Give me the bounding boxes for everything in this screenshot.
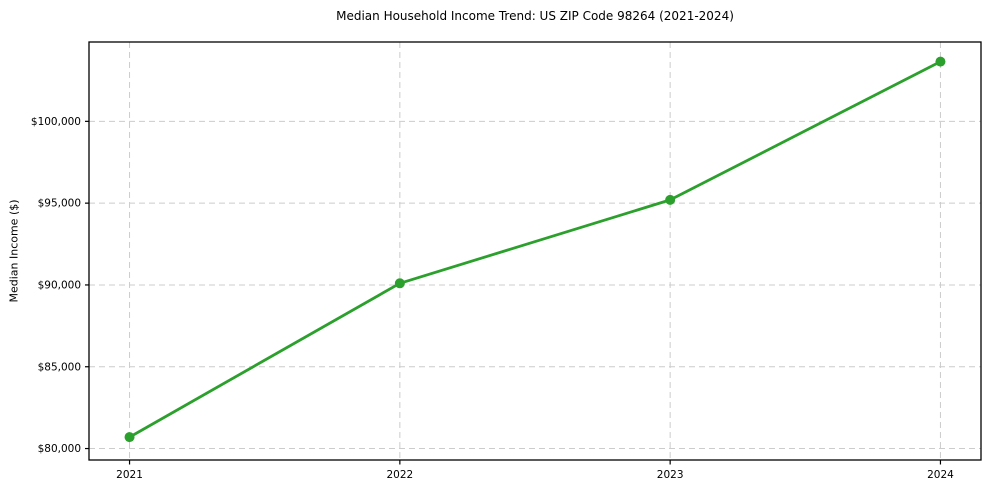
x-tick-label: 2021 <box>116 469 143 481</box>
y-tick-label: $80,000 <box>38 443 81 455</box>
data-point-marker <box>124 432 135 443</box>
x-tick-label: 2022 <box>386 469 413 481</box>
data-point-marker <box>665 194 676 205</box>
y-tick-label: $95,000 <box>38 198 81 210</box>
chart-title: Median Household Income Trend: US ZIP Co… <box>336 9 734 23</box>
data-point-marker <box>394 278 405 289</box>
trend-line <box>128 60 942 439</box>
x-tick-label: 2024 <box>927 469 954 481</box>
y-tick-label: $90,000 <box>38 280 81 292</box>
data-point-marker <box>935 56 946 67</box>
y-tick-label: $85,000 <box>38 361 81 373</box>
y-tick-label: $100,000 <box>31 116 81 128</box>
plot-border <box>88 41 982 461</box>
x-tick-label: 2023 <box>657 469 684 481</box>
y-axis-label: Median Income ($) <box>7 199 21 303</box>
